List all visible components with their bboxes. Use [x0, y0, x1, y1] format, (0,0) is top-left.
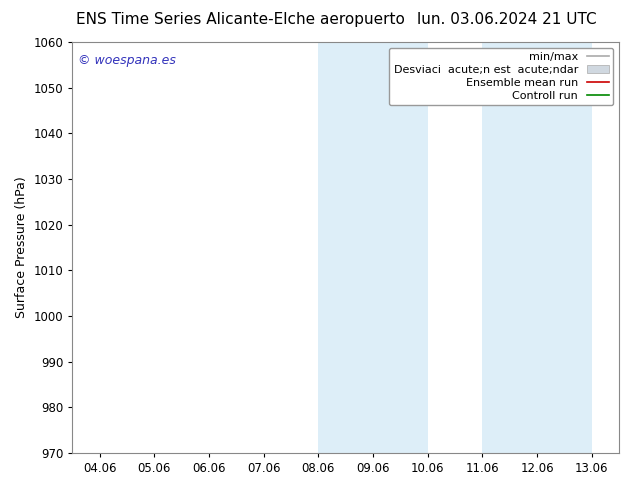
Y-axis label: Surface Pressure (hPa): Surface Pressure (hPa): [15, 176, 28, 318]
Text: ENS Time Series Alicante-Elche aeropuerto: ENS Time Series Alicante-Elche aeropuert…: [77, 12, 405, 27]
Bar: [482, 42, 537, 453]
Bar: [537, 42, 592, 453]
Text: lun. 03.06.2024 21 UTC: lun. 03.06.2024 21 UTC: [417, 12, 597, 27]
Bar: [373, 42, 428, 453]
Bar: [318, 42, 373, 453]
Text: © woespana.es: © woespana.es: [78, 54, 176, 68]
Legend: min/max, Desviaci  acute;n est  acute;ndar, Ensemble mean run, Controll run: min/max, Desviaci acute;n est acute;ndar…: [389, 48, 614, 105]
